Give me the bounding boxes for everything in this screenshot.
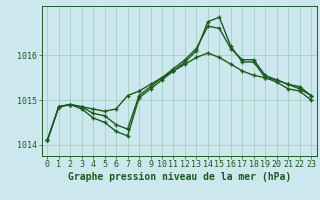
X-axis label: Graphe pression niveau de la mer (hPa): Graphe pression niveau de la mer (hPa): [68, 172, 291, 182]
